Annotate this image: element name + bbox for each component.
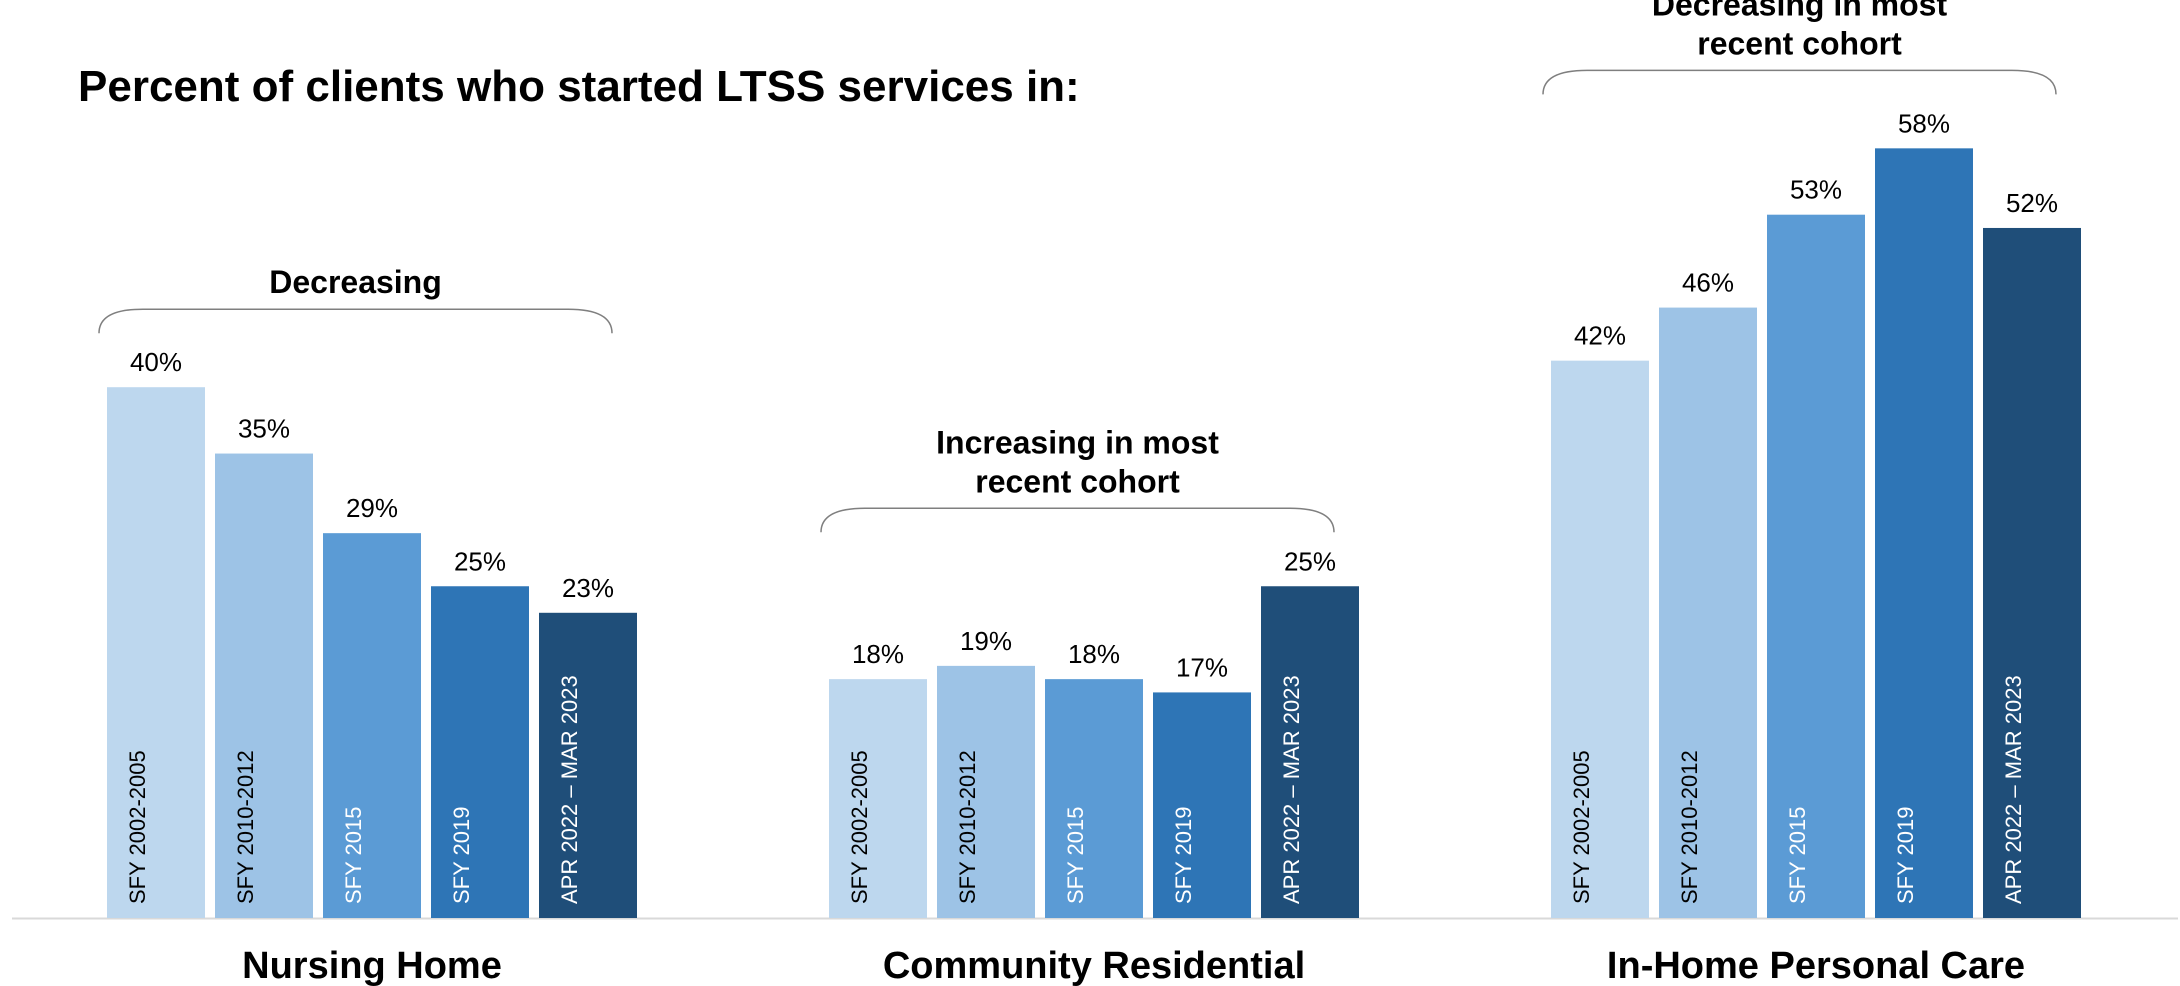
category-label: APR 2022 – MAR 2023 xyxy=(2001,675,2026,904)
annotation-bracket xyxy=(820,507,1335,533)
data-label: 42% xyxy=(1574,321,1626,351)
category-label: SFY 2010-2012 xyxy=(1677,750,1702,904)
data-label: 58% xyxy=(1898,108,1950,138)
data-label: 23% xyxy=(562,573,614,603)
category-label: APR 2022 – MAR 2023 xyxy=(1279,675,1304,904)
data-label: 17% xyxy=(1176,652,1228,682)
data-label: 29% xyxy=(346,493,398,523)
bar xyxy=(1153,692,1251,918)
category-label: SFY 2019 xyxy=(1893,807,1918,904)
group-label: Community Residential xyxy=(883,945,1305,986)
annotation-bracket xyxy=(98,308,613,334)
category-label: SFY 2002-2005 xyxy=(847,750,872,904)
group-label: In-Home Personal Care xyxy=(1607,945,2025,986)
data-label: 19% xyxy=(960,626,1012,656)
bar xyxy=(1659,307,1757,919)
bar xyxy=(107,387,205,918)
bar xyxy=(215,453,313,918)
data-label: 25% xyxy=(454,546,506,576)
bar xyxy=(323,533,421,918)
bar xyxy=(1551,360,1649,918)
category-label: SFY 2015 xyxy=(341,807,366,904)
bar xyxy=(937,665,1035,918)
category-label: SFY 2002-2005 xyxy=(125,750,150,904)
bar xyxy=(431,586,529,918)
bar xyxy=(1045,679,1143,918)
category-label: SFY 2019 xyxy=(1171,807,1196,904)
bar xyxy=(1983,227,2081,918)
annotation-bracket xyxy=(1542,69,2057,95)
category-label: SFY 2019 xyxy=(449,807,474,904)
bar xyxy=(539,612,637,918)
data-label: 53% xyxy=(1790,175,1842,205)
annotation-text: Decreasing in most xyxy=(1652,0,1948,22)
category-label: APR 2022 – MAR 2023 xyxy=(557,675,582,904)
bar xyxy=(1875,148,1973,919)
category-label: SFY 2015 xyxy=(1063,807,1088,904)
annotation-text: recent cohort xyxy=(975,463,1180,499)
annotation-text: recent cohort xyxy=(1697,25,1902,61)
data-label: 18% xyxy=(1068,639,1120,669)
data-label: 40% xyxy=(130,347,182,377)
annotation-text: Increasing in most xyxy=(936,424,1219,460)
group-label: Nursing Home xyxy=(242,945,502,986)
category-label: SFY 2010-2012 xyxy=(955,750,980,904)
bar xyxy=(829,679,927,918)
annotation-text: Decreasing xyxy=(269,264,442,300)
data-label: 46% xyxy=(1682,268,1734,298)
data-label: 52% xyxy=(2006,188,2058,218)
bar xyxy=(1767,214,1865,918)
category-label: SFY 2010-2012 xyxy=(233,750,258,904)
category-label: SFY 2015 xyxy=(1785,807,1810,904)
data-label: 18% xyxy=(852,639,904,669)
category-label: SFY 2002-2005 xyxy=(1569,750,1594,904)
bar xyxy=(1261,586,1359,918)
chart-title: Percent of clients who started LTSS serv… xyxy=(78,62,1080,111)
data-label: 35% xyxy=(238,414,290,444)
data-label: 25% xyxy=(1284,546,1336,576)
